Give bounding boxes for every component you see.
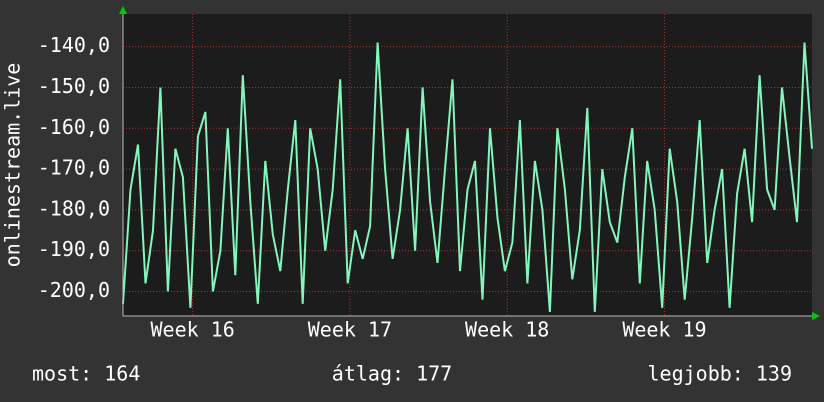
- y-tick-label: -180,0: [38, 196, 110, 220]
- x-tick-label: Week 16: [151, 318, 235, 342]
- legend-stat: legjobb: 139: [648, 362, 793, 386]
- y-tick-label: -190,0: [38, 237, 110, 261]
- y-tick-label: -160,0: [38, 115, 110, 139]
- x-tick-label: Week 19: [622, 318, 706, 342]
- y-axis-label: onlinestream.live: [1, 63, 25, 268]
- legend-stat: most: 164: [32, 362, 140, 386]
- y-tick-label: -170,0: [38, 156, 110, 180]
- y-arrow: [119, 6, 127, 14]
- legend-stat: átlag: 177: [332, 362, 452, 386]
- x-tick-label: Week 17: [308, 318, 392, 342]
- y-tick-label: -200,0: [38, 278, 110, 302]
- marks: [122, 42, 813, 312]
- x-arrow: [812, 312, 820, 320]
- y-tick-label: -140,0: [38, 33, 110, 57]
- line: [122, 42, 813, 312]
- x-tick-label: Week 18: [465, 318, 549, 342]
- y-tick-label: -150,0: [38, 74, 110, 98]
